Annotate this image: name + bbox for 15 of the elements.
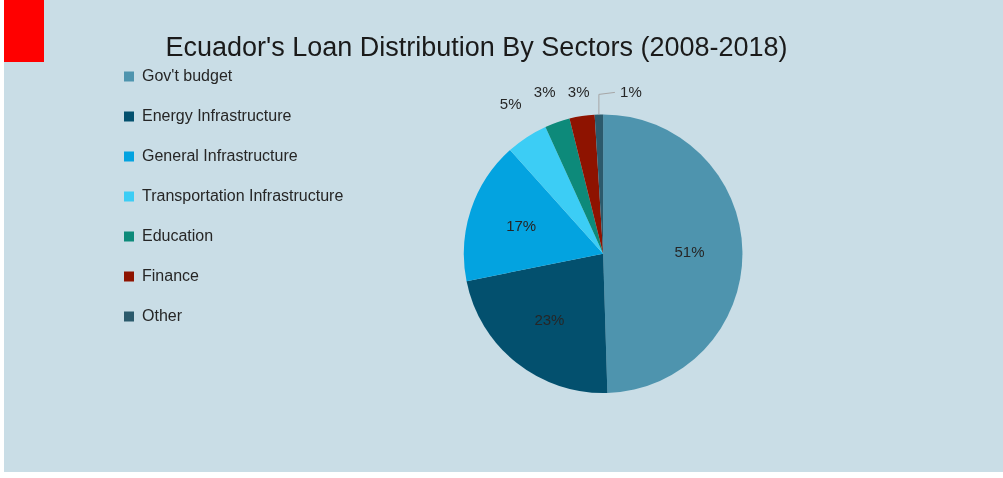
data-label: 3% [567, 82, 590, 100]
data-label: 51% [674, 242, 705, 260]
legend-label: Energy Infrastructure [142, 106, 292, 124]
legend-label: Transportation Infrastructure [142, 186, 344, 204]
legend-label: Finance [142, 266, 200, 284]
data-label: 23% [534, 311, 565, 329]
data-label: 5% [499, 94, 522, 112]
chart-title: Ecuador's Loan Distribution By Sectors (2008-2018) [165, 31, 788, 62]
data-label: 3% [533, 82, 556, 100]
legend-label: Education [142, 226, 214, 244]
legend-label: Other [142, 306, 183, 324]
data-label: 1% [620, 82, 642, 100]
legend-label: General Infrastructure [142, 146, 298, 164]
legend-label: Gov't budget [142, 66, 233, 84]
data-label: 17% [506, 216, 537, 234]
